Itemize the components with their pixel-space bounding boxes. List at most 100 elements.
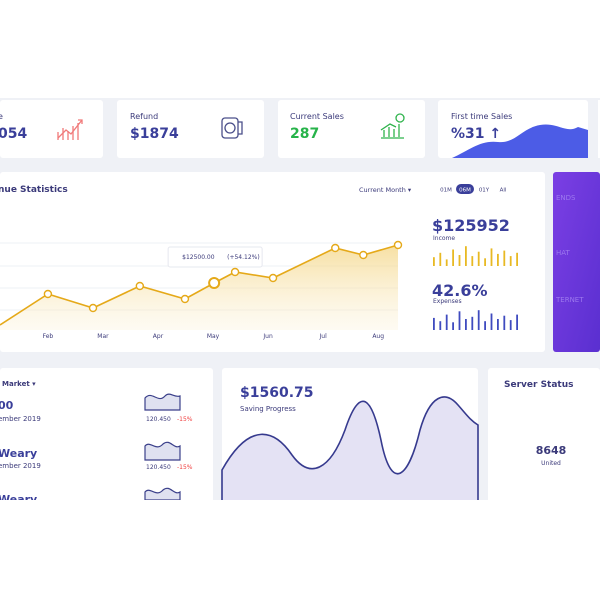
promo-text: ENDS — [556, 194, 576, 202]
bar — [445, 314, 448, 330]
bar — [465, 246, 467, 266]
expenses-label: Expenses — [433, 298, 462, 305]
saving-value: $1560.75 — [240, 385, 314, 401]
point — [331, 243, 340, 253]
icon — [57, 119, 83, 140]
income-label: Income — [433, 235, 455, 242]
tooltip — [167, 246, 263, 268]
coin-change: -15% — [177, 464, 193, 471]
card-value: 287 — [290, 126, 319, 142]
bar — [516, 252, 518, 266]
point — [230, 267, 240, 277]
income-value: $125952 — [432, 216, 510, 235]
x-tick-label: Aug — [372, 333, 384, 340]
card-label: Current Sales — [290, 112, 344, 121]
point — [208, 277, 221, 289]
card — [117, 100, 264, 158]
promo-card — [553, 172, 600, 352]
coin-date: ember 2019 — [0, 462, 41, 470]
range-button-bg — [456, 184, 474, 194]
range-button[interactable]: All — [500, 188, 507, 194]
point — [88, 303, 98, 313]
bar — [433, 317, 435, 330]
bar — [458, 311, 461, 330]
coin-name: 00 — [0, 399, 14, 412]
point — [268, 273, 278, 283]
range-button[interactable]: 01Y — [479, 188, 490, 194]
wave-area — [452, 124, 588, 158]
point — [359, 250, 368, 260]
bar — [503, 315, 506, 330]
card-value: 054 — [0, 126, 27, 142]
bar — [477, 251, 480, 266]
bar — [484, 321, 486, 330]
card — [488, 368, 600, 508]
card — [0, 100, 103, 158]
bar — [471, 256, 474, 266]
card — [598, 100, 600, 158]
expenses-value: 42.6% — [432, 281, 488, 300]
saving-label: Saving Progress — [240, 405, 296, 413]
bar — [433, 257, 435, 266]
coin-price: 120.450 — [146, 416, 171, 423]
bar — [439, 321, 442, 330]
card — [0, 368, 213, 508]
card — [278, 100, 425, 158]
card-title: Market ▾ — [2, 380, 36, 388]
bar — [452, 249, 454, 266]
bar — [465, 319, 467, 330]
range-button[interactable]: 06M — [459, 188, 471, 194]
bar — [445, 259, 448, 266]
sparkline — [144, 393, 181, 501]
range-button[interactable]: 01M — [440, 188, 452, 194]
bar — [497, 319, 499, 330]
bar — [439, 252, 442, 266]
bar — [477, 310, 480, 330]
bar — [503, 250, 506, 266]
bar — [452, 322, 454, 330]
bar — [509, 256, 512, 266]
coin-name: Weary — [0, 447, 37, 460]
coin-date: ember 2019 — [0, 415, 41, 423]
coin-change: -15% — [177, 416, 193, 423]
donut-count: 8648 — [536, 444, 567, 457]
icon — [221, 117, 243, 139]
tooltip-value: $12500.00 — [182, 254, 215, 261]
bottom-margin — [0, 500, 600, 600]
card-label: e — [0, 112, 3, 121]
card-label: Refund — [130, 112, 158, 121]
tooltip-change: (+54.12%) — [227, 254, 260, 261]
card-title: Server Status — [504, 380, 574, 390]
x-tick-label: Feb — [43, 333, 54, 340]
x-tick-label: Mar — [97, 333, 109, 340]
coin-price: 120.450 — [146, 464, 171, 471]
promo-text: HAT — [556, 249, 571, 257]
icon — [380, 113, 405, 139]
card-value: $1874 — [130, 126, 179, 142]
promo-text: TERNET — [555, 296, 584, 304]
bar — [458, 255, 461, 266]
bar — [509, 320, 512, 330]
bar — [516, 314, 518, 330]
bar — [490, 313, 493, 330]
x-tick-label: May — [207, 333, 220, 340]
bar — [497, 253, 499, 266]
donut-label: United — [541, 460, 561, 467]
card-title: nue Statistics — [0, 185, 68, 195]
x-tick-label: Apr — [153, 333, 164, 340]
x-tick-label: Jun — [262, 333, 273, 340]
wave-area — [221, 396, 479, 509]
point — [393, 240, 403, 250]
point — [180, 294, 190, 304]
point — [43, 289, 53, 299]
x-tick-label: Jul — [319, 333, 328, 340]
point — [135, 281, 145, 291]
bar — [490, 248, 493, 266]
card-value: %31 ↑ — [451, 126, 501, 142]
bar — [471, 316, 474, 330]
bar — [484, 258, 486, 266]
card-label: First time Sales — [451, 112, 512, 121]
dropdown[interactable]: Current Month ▾ — [359, 186, 412, 194]
